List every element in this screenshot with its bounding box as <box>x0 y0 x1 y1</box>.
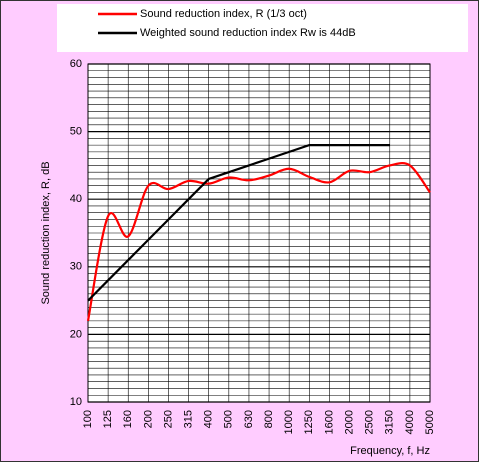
y-tick-label: 50 <box>70 126 82 138</box>
series-line <box>86 162 431 322</box>
legend-label: Sound reduction index, R (1/3 oct) <box>140 8 307 20</box>
x-tick-label: 4000 <box>404 410 416 434</box>
x-axis-label: Frequency, f, Hz <box>350 445 430 457</box>
y-axis-label: Sound reduction index, R, dB <box>40 161 52 304</box>
y-tick-label: 10 <box>70 396 82 408</box>
x-tick-label: 400 <box>203 410 215 428</box>
x-tick-label: 2500 <box>364 410 376 434</box>
x-tick-label: 1000 <box>283 410 295 434</box>
x-tick-label: 315 <box>182 410 194 428</box>
y-tick-label: 20 <box>70 328 82 340</box>
y-tick-label: 30 <box>70 261 82 273</box>
x-tick-label: 1600 <box>323 410 335 434</box>
plot-border <box>87 63 431 403</box>
x-tick-label: 800 <box>263 410 275 428</box>
x-tick-label: 500 <box>223 410 235 428</box>
legend-box <box>57 4 468 52</box>
x-tick-label: 630 <box>243 410 255 428</box>
x-tick-label: 5000 <box>424 410 436 434</box>
x-tick-label: 1250 <box>303 410 315 434</box>
y-tick-label: 40 <box>70 193 82 205</box>
legend-label: Weighted sound reduction index Rw is 44d… <box>140 27 356 39</box>
x-tick-label: 125 <box>102 410 114 428</box>
x-tick-label: 2000 <box>343 410 355 434</box>
x-tick-label: 160 <box>122 410 134 428</box>
series-line <box>87 144 390 302</box>
x-tick-label: 3150 <box>384 410 396 434</box>
x-tick-label: 250 <box>162 410 174 428</box>
x-tick-label: 100 <box>82 410 94 428</box>
x-tick-label: 200 <box>142 410 154 428</box>
y-tick-label: 60 <box>70 58 82 70</box>
